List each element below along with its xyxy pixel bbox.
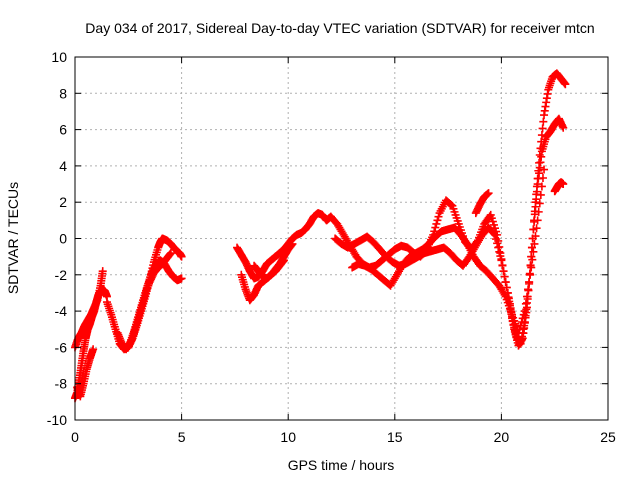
- data-point: [525, 278, 534, 287]
- series-seg-b: [71, 267, 107, 352]
- data-point: [434, 212, 443, 221]
- data-point: [177, 252, 186, 261]
- data-point: [514, 328, 523, 337]
- series-seg-f: [124, 249, 175, 352]
- x-tick-label: 10: [280, 429, 296, 445]
- data-point: [492, 235, 501, 244]
- data-point: [521, 299, 530, 308]
- series-seg-m: [471, 189, 493, 218]
- y-tick-label: -4: [55, 303, 68, 319]
- data-point: [531, 232, 540, 241]
- x-tick-label: 5: [178, 429, 186, 445]
- data-point: [533, 216, 542, 225]
- axes: 0 5 10 15 20 25 -10 -8 -6 -4 -2 0 2 4 6 8 10: [47, 49, 616, 445]
- y-tick-label: 6: [59, 122, 67, 138]
- data-point: [518, 314, 527, 323]
- data-point: [177, 274, 186, 283]
- data-point: [559, 123, 568, 132]
- data-point: [526, 270, 535, 279]
- y-tick-label: -2: [55, 267, 68, 283]
- data-point: [522, 292, 531, 301]
- data-point: [493, 239, 502, 248]
- data-point: [497, 256, 506, 265]
- data-point: [527, 263, 536, 272]
- data-point: [561, 80, 570, 89]
- data-point: [520, 307, 529, 316]
- data-point: [540, 165, 549, 174]
- data-point: [531, 202, 540, 211]
- y-axis-label: SDTVAR / TECUs: [5, 182, 21, 294]
- data-point: [496, 252, 505, 261]
- y-tick-label: -8: [55, 376, 68, 392]
- y-tick-label: 2: [59, 194, 67, 210]
- x-tick-label: 15: [387, 429, 403, 445]
- data-point: [500, 272, 509, 281]
- x-tick-label: 25: [600, 429, 616, 445]
- x-axis-label: GPS time / hours: [288, 457, 395, 473]
- data-point: [484, 189, 493, 198]
- data-point: [538, 174, 547, 182]
- data-point: [532, 224, 541, 233]
- data-point: [288, 239, 297, 248]
- series-seg-n: [550, 178, 568, 196]
- series-seg-e: [113, 256, 186, 354]
- data-points: [71, 69, 570, 403]
- data-point: [495, 247, 504, 256]
- data-point: [89, 345, 98, 354]
- data-point: [534, 207, 543, 216]
- x-tick-label: 0: [71, 429, 79, 445]
- data-point: [530, 217, 539, 226]
- data-point: [498, 261, 507, 270]
- x-tick-label: 20: [494, 429, 510, 445]
- y-tick-label: 4: [59, 158, 67, 174]
- series-seg-j: [326, 69, 570, 350]
- data-point: [431, 223, 440, 232]
- y-tick-label: 0: [59, 231, 67, 247]
- series-seg-c: [73, 345, 98, 401]
- data-point: [524, 285, 533, 294]
- data-point: [532, 195, 541, 204]
- grid: [75, 57, 608, 420]
- data-point: [536, 190, 545, 199]
- y-tick-label: 10: [51, 49, 67, 65]
- data-point: [515, 325, 524, 334]
- series-seg-l: [348, 165, 549, 337]
- data-point: [433, 216, 442, 225]
- data-point: [499, 267, 508, 276]
- data-point: [432, 219, 441, 228]
- data-point: [501, 278, 510, 287]
- data-point: [530, 239, 539, 248]
- data-point: [528, 255, 537, 264]
- data-point: [559, 180, 568, 189]
- data-point: [535, 199, 544, 208]
- data-point: [516, 321, 525, 330]
- data-point: [494, 243, 503, 252]
- series-seg-i: [250, 239, 297, 283]
- chart-title: Day 034 of 2017, Sidereal Day-to-day VTE…: [85, 20, 594, 36]
- data-point: [491, 230, 500, 239]
- data-point: [519, 310, 528, 319]
- y-tick-label: -6: [55, 339, 68, 355]
- data-point: [98, 267, 107, 276]
- series-seg-g: [233, 209, 335, 283]
- data-point: [537, 182, 546, 191]
- data-point: [166, 249, 175, 258]
- data-point: [489, 229, 498, 238]
- data-point: [517, 317, 526, 326]
- data-point: [500, 290, 509, 299]
- data-point: [529, 247, 538, 256]
- y-tick-label: 8: [59, 85, 67, 101]
- y-tick-label: -10: [47, 412, 67, 428]
